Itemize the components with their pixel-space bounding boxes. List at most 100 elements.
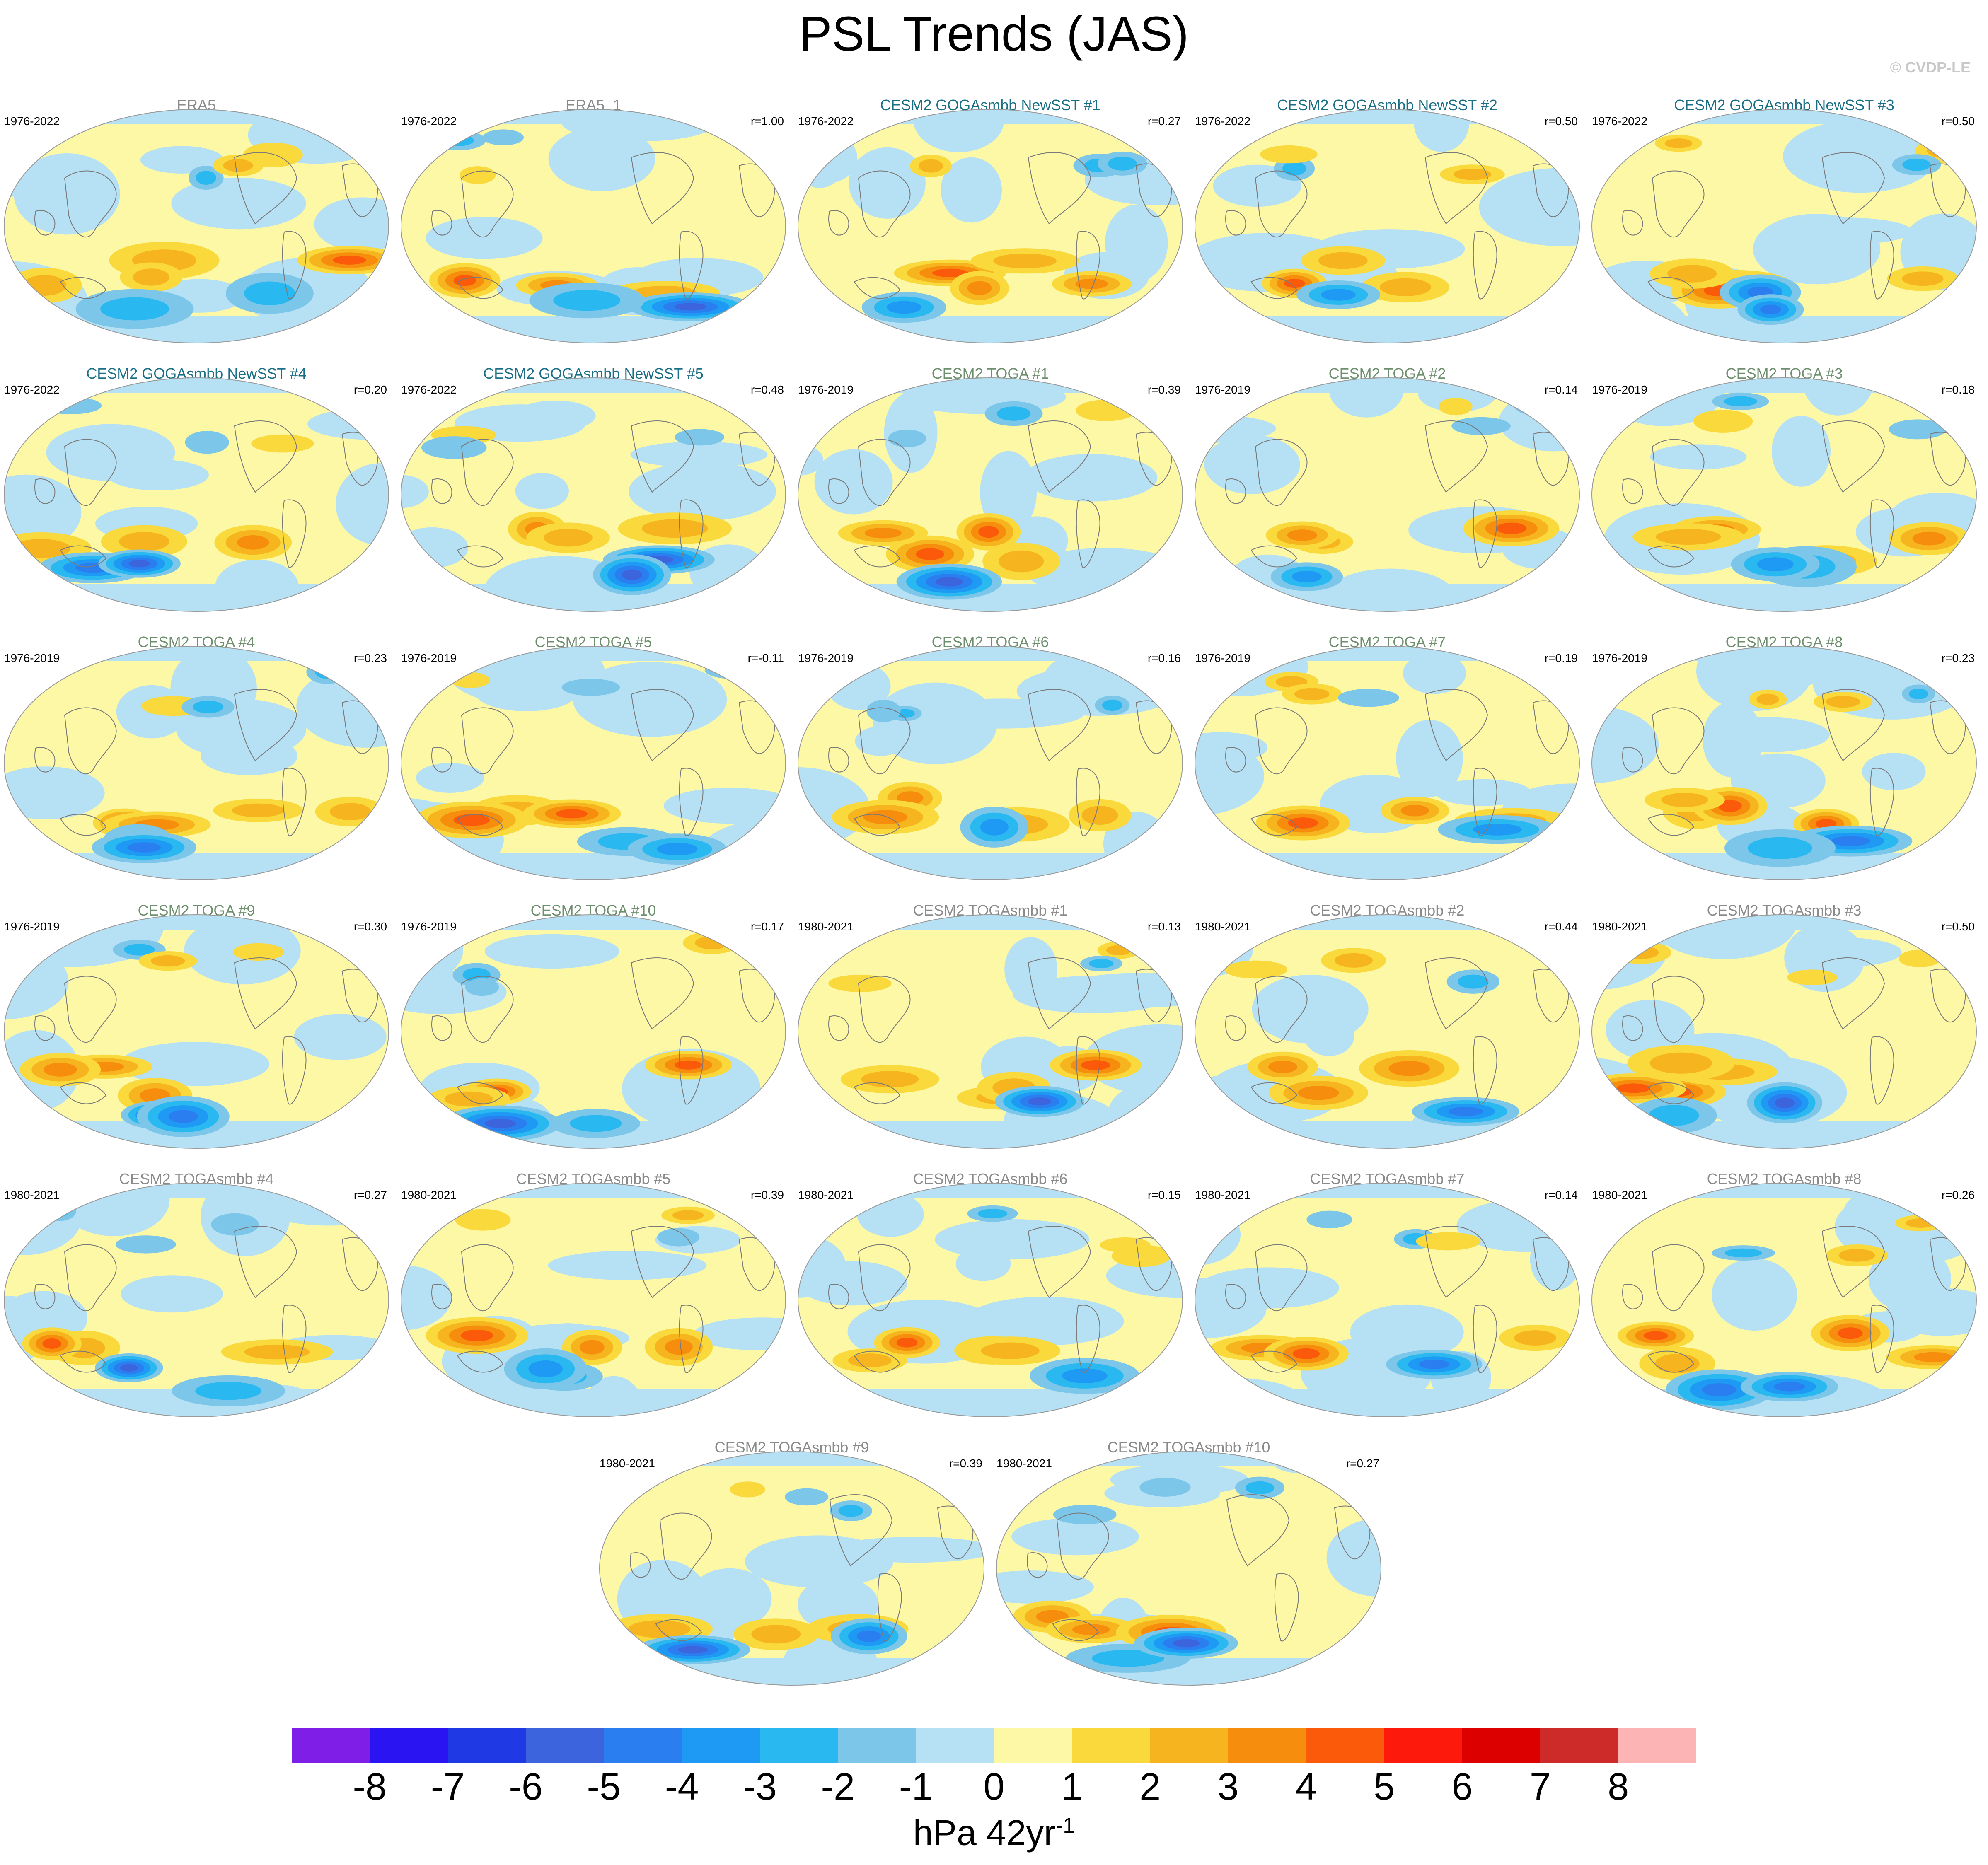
colorbar-cell: [447, 1728, 526, 1763]
colorbar-tick-label: 6: [1451, 1766, 1473, 1808]
trend-map: [1195, 109, 1580, 343]
low-pressure-trend-level-4: [1760, 304, 1781, 314]
high-pressure-trend-level-4: [916, 548, 944, 560]
map-panel: CESM2 TOGAsmbb #1 1980-2021 r=0.13: [796, 901, 1184, 1150]
coastline: [1647, 1350, 1695, 1373]
map-field: [1195, 915, 1579, 1148]
low-pressure-trend-level-2: [1909, 688, 1928, 700]
colorbar-tick-label: 1: [1061, 1766, 1083, 1808]
map-outline: [4, 646, 389, 880]
coastline: [1255, 439, 1308, 506]
map-panel: CESM2 TOGAsmbb #5 1980-2021 r=0.39: [399, 1170, 787, 1418]
south-polar-band: [1195, 316, 1579, 343]
high-pressure-trend-level-4: [1815, 819, 1837, 829]
panel-correlation: r=0.39: [949, 1457, 982, 1470]
map-outline: [798, 1183, 1183, 1417]
coastline: [234, 1226, 297, 1298]
low-pressure-trend-level-5: [674, 303, 706, 311]
coastline: [60, 814, 107, 836]
coastline: [34, 478, 56, 504]
map-outline: [996, 1451, 1381, 1686]
panel-period: 1976-2022: [4, 115, 60, 128]
negative-region: [1013, 976, 1173, 1014]
panel-correlation: r=1.00: [750, 115, 784, 128]
north-polar-band: [1592, 646, 1976, 661]
negative-region: [1801, 378, 1875, 416]
low-pressure-trend-level-2: [996, 406, 1031, 421]
coastline: [431, 478, 452, 504]
colorbar-tick-label: 5: [1374, 1766, 1395, 1808]
coastline: [34, 747, 56, 773]
high-pressure-trend-level-2: [133, 268, 169, 286]
negative-region: [294, 1014, 387, 1060]
high-pressure-trend-level-1: [1439, 397, 1473, 416]
trend-map: [401, 377, 786, 612]
trend-map: [1591, 1183, 1977, 1417]
map-outline: [4, 914, 389, 1149]
trend-map: [401, 646, 786, 880]
high-pressure-trend-level-1: [1076, 399, 1136, 421]
low-pressure-trend-level-3: [980, 819, 1009, 836]
panel-correlation: r=0.23: [353, 652, 387, 664]
map-outline: [401, 1183, 786, 1417]
north-polar-band: [1195, 109, 1579, 124]
high-pressure-trend-level-2: [1826, 696, 1860, 708]
coastline: [828, 1284, 849, 1309]
high-pressure-trend-level-2: [861, 1071, 919, 1088]
high-pressure-trend-level-1: [232, 943, 285, 961]
coastline: [854, 1350, 901, 1373]
coastline: [631, 420, 694, 493]
negative-region: [1252, 974, 1369, 1044]
low-pressure-trend-level-2: [462, 968, 491, 982]
map-panel: CESM2 TOGA #5 1976-2019 r=-0.11: [399, 633, 787, 882]
map-field: [4, 109, 389, 343]
panel-period: 1976-2022: [401, 115, 457, 128]
high-pressure-trend-level-1: [1111, 1244, 1171, 1267]
coastline: [60, 545, 107, 568]
map-panel: CESM2 TOGAsmbb #6 1980-2021 r=0.15: [796, 1170, 1184, 1418]
coastline: [282, 1305, 307, 1373]
trend-map: [4, 646, 389, 880]
low-pressure-trend-level-4: [127, 842, 161, 853]
high-pressure-trend-level-2: [919, 159, 943, 173]
low-pressure-trend-level-4: [1449, 1106, 1483, 1116]
low-pressure-trend-level-3: [1473, 824, 1522, 836]
trend-map: [1591, 914, 1977, 1149]
coastline: [828, 1015, 849, 1041]
low-pressure-trend-level-2: [1522, 396, 1547, 411]
north-polar-band: [1592, 915, 1976, 930]
south-polar-band: [401, 853, 786, 880]
north-polar-band: [798, 1183, 1183, 1198]
high-pressure-trend-level-2: [1081, 806, 1118, 825]
south-polar-band: [401, 316, 786, 343]
map-outline: [401, 377, 786, 612]
map-field: [1592, 378, 1976, 611]
high-pressure-trend-level-2: [695, 936, 729, 949]
south-polar-band: [4, 316, 389, 343]
panel-correlation: r=0.30: [353, 920, 387, 933]
negative-region: [1790, 937, 1902, 967]
coastline: [1028, 1226, 1091, 1298]
map-outline: [1195, 914, 1580, 1149]
coastline: [1225, 747, 1246, 773]
panel-period: 1976-2022: [401, 383, 457, 396]
north-polar-band: [1195, 646, 1579, 661]
negative-region: [1024, 454, 1158, 502]
north-polar-band: [1592, 109, 1976, 124]
low-pressure-trend-level-1: [483, 129, 524, 145]
panel-period: 1980-2021: [798, 1189, 854, 1201]
figure-title: PSL Trends (JAS): [799, 7, 1189, 61]
trend-map: [798, 1183, 1183, 1417]
high-pressure-trend-level-4: [1496, 522, 1527, 534]
high-pressure-trend-level-1: [1260, 145, 1318, 164]
south-polar-band: [798, 316, 1183, 343]
coastline: [655, 1619, 702, 1641]
low-pressure-trend-level-2: [1089, 959, 1114, 969]
map-outline: [4, 109, 389, 343]
panel-correlation: r=0.48: [750, 383, 784, 396]
trend-map: [401, 914, 786, 1149]
coastline: [1076, 1305, 1100, 1373]
coastline: [1869, 499, 1894, 568]
map-panel: CESM2 TOGAsmbb #4 1980-2021 r=0.27: [2, 1170, 390, 1418]
negative-region: [120, 1042, 270, 1086]
